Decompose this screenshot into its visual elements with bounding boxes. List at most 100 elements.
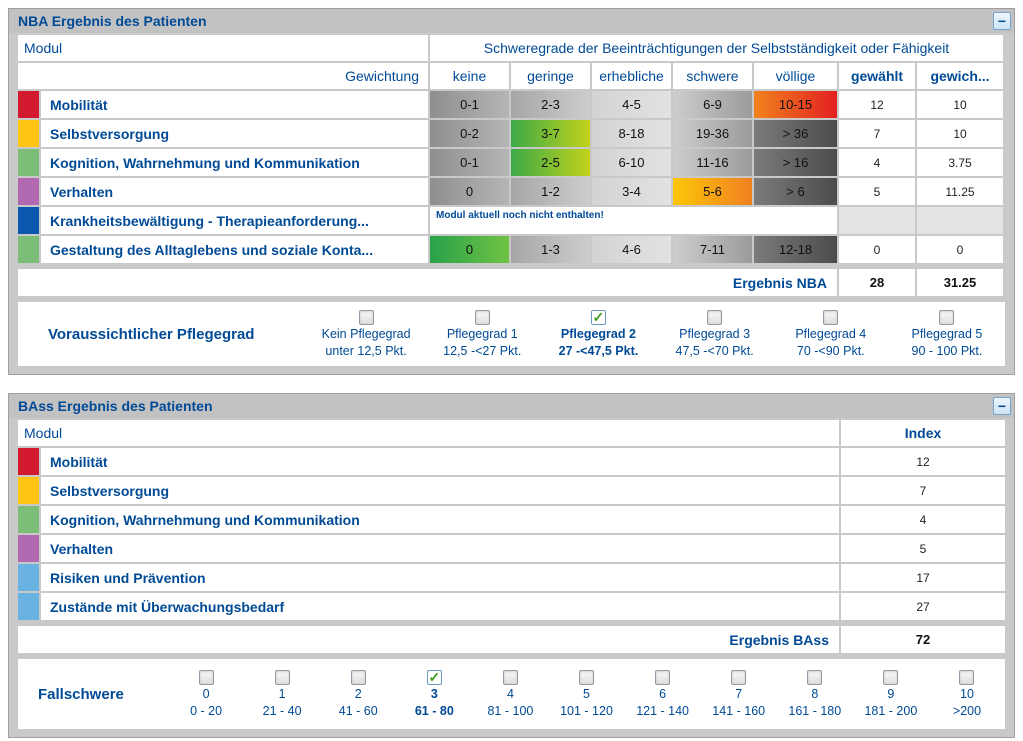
minus-icon: −	[997, 12, 1007, 29]
nba-header-row-1: Modul Schweregrade der Beeinträchtigunge…	[18, 35, 1005, 61]
nba-col-schwere: schwere	[673, 63, 752, 89]
gewichtet-value: 10	[917, 91, 1003, 118]
nba-col-schweregrade: Schweregrade der Beeinträchtigungen der …	[430, 35, 1003, 61]
option-num: 2	[354, 686, 362, 701]
bass-fallschwere-row: Fallschwere 0 0 - 20 1 21 - 40 2	[18, 659, 1005, 729]
module-name: Kognition, Wahrnehmung und Kommunikation	[41, 149, 428, 176]
pflegegrad-1-checkbox[interactable]	[474, 309, 490, 325]
option-num: 9	[887, 686, 895, 701]
fallschwere-7-checkbox[interactable]	[731, 669, 747, 685]
fallschwere-2-checkbox[interactable]	[350, 669, 366, 685]
grade-cell-erhebliche: 4-6	[592, 236, 671, 263]
module-color-swatch	[18, 149, 39, 176]
pflegegrad-2-checkbox[interactable]: ✓	[590, 309, 606, 325]
option-range: 47,5 -<70 Pkt.	[675, 343, 754, 358]
option-range: 12,5 -<27 Pkt.	[443, 343, 522, 358]
grade-cell-geringe: 1-2	[511, 178, 590, 205]
nba-col-gewichtet: gewich...	[917, 63, 1003, 89]
module-name: Krankheitsbewältigung - Therapieanforder…	[41, 207, 428, 234]
bass-row-kognition: Kognition, Wahrnehmung und Kommunikation…	[18, 506, 1005, 533]
nba-table: Modul Schweregrade der Beeinträchtigunge…	[9, 33, 1014, 374]
grade-cell-geringe: 1-3	[511, 236, 590, 263]
grade-cell-keine: 0-2	[430, 120, 509, 147]
fallschwere-option-8: 8 161 - 180	[777, 669, 853, 719]
grade-cell-erhebliche: 3-4	[592, 178, 671, 205]
option-label: Pflegegrad 1	[446, 326, 518, 341]
bass-row-risiken: Risiken und Prävention 17	[18, 564, 1005, 591]
bass-row-mobilitaet: Mobilität 12	[18, 448, 1005, 475]
fallschwere-1-checkbox[interactable]	[274, 669, 290, 685]
index-value: 7	[841, 477, 1005, 504]
nba-row-gestaltung: Gestaltung des Alltaglebens und soziale …	[18, 236, 1005, 263]
grade-cell-schwere-selected: 5-6	[673, 178, 752, 205]
fallschwere-3-checkbox[interactable]: ✓	[426, 669, 442, 685]
pflegegrad-kein-checkbox[interactable]	[358, 309, 374, 325]
pflegegrad-4-checkbox[interactable]	[823, 309, 839, 325]
option-range: 0 - 20	[190, 703, 223, 718]
grade-cell-voellige: > 6	[754, 178, 837, 205]
nba-result-gewichtet: 31.25	[917, 269, 1003, 296]
grade-cell-geringe-selected: 2-5	[511, 149, 590, 176]
fallschwere-options: 0 0 - 20 1 21 - 40 2 41 - 60	[168, 669, 1005, 719]
gewaehlt-value: 0	[839, 236, 915, 263]
option-label: Pflegegrad 3	[679, 326, 751, 341]
nba-header-row-2: Gewichtung keine geringe erhebliche schw…	[18, 63, 1005, 89]
option-range: unter 12,5 Pkt.	[325, 343, 407, 358]
fallschwere-10-checkbox[interactable]	[959, 669, 975, 685]
bass-header-row: Modul Index	[18, 420, 1005, 446]
module-color-swatch	[18, 535, 39, 562]
index-value: 17	[841, 564, 1005, 591]
option-label: Pflegegrad 4	[795, 326, 867, 341]
fallschwere-label: Fallschwere	[38, 685, 124, 703]
gewaehlt-value: 12	[839, 91, 915, 118]
nba-result-row: Ergebnis NBA 28 31.25	[18, 269, 1005, 296]
fallschwere-6-checkbox[interactable]	[655, 669, 671, 685]
nba-row-verhalten: Verhalten 0 1-2 3-4 5-6 > 6 5 11.25	[18, 178, 1005, 205]
nba-row-kognition: Kognition, Wahrnehmung und Kommunikation…	[18, 149, 1005, 176]
option-range: >200	[952, 703, 982, 718]
module-name: Zustände mit Überwachungsbedarf	[41, 593, 839, 620]
module-name: Selbstversorgung	[41, 477, 839, 504]
module-color-swatch	[18, 593, 39, 620]
bass-collapse-button[interactable]: −	[993, 397, 1011, 415]
fallschwere-option-0: 0 0 - 20	[168, 669, 244, 719]
gewaehlt-value: 4	[839, 149, 915, 176]
module-name: Gestaltung des Alltaglebens und soziale …	[41, 236, 428, 263]
gewaehlt-value: 5	[839, 178, 915, 205]
option-range: 41 - 60	[338, 703, 378, 718]
fallschwere-4-checkbox[interactable]	[502, 669, 518, 685]
nba-collapse-button[interactable]: −	[993, 12, 1011, 30]
pflegegrad-3-checkbox[interactable]	[707, 309, 723, 325]
nba-titlebar: NBA Ergebnis des Patienten −	[9, 9, 1014, 33]
fallschwere-9-checkbox[interactable]	[883, 669, 899, 685]
option-range: 181 - 200	[864, 703, 918, 718]
nba-col-voellige: völlige	[754, 63, 837, 89]
pflegegrad-5-checkbox[interactable]	[939, 309, 955, 325]
fallschwere-option-6: 6 121 - 140	[625, 669, 701, 719]
pflegegrad-option-1: Pflegegrad 1 12,5 -<27 Pkt.	[424, 309, 540, 359]
bass-table: Modul Index Mobilität 12 Selbstversorgun…	[9, 418, 1014, 737]
grade-cell-keine: 0	[430, 178, 509, 205]
bass-result-index: 72	[841, 626, 1005, 653]
option-num: 3	[430, 686, 438, 701]
fallschwere-option-10: 10 >200	[929, 669, 1005, 719]
option-range: 61 - 80	[414, 703, 454, 718]
index-value: 12	[841, 448, 1005, 475]
option-range: 141 - 160	[712, 703, 766, 718]
fallschwere-option-4: 4 81 - 100	[472, 669, 548, 719]
gewichtet-value-disabled	[917, 207, 1003, 234]
grade-cell-geringe-selected: 3-7	[511, 120, 590, 147]
nba-col-gewichtung: Gewichtung	[18, 63, 428, 89]
option-num: 0	[202, 686, 210, 701]
bass-panel-title: BAss Ergebnis des Patienten	[18, 398, 213, 414]
grade-cell-schwere: 7-11	[673, 236, 752, 263]
nba-row-mobilitaet: Mobilität 0-1 2-3 4-5 6-9 10-15 12 10	[18, 91, 1005, 118]
fallschwere-0-checkbox[interactable]	[198, 669, 214, 685]
nba-panel-title: NBA Ergebnis des Patienten	[18, 13, 207, 29]
option-range: 21 - 40	[262, 703, 302, 718]
fallschwere-5-checkbox[interactable]	[579, 669, 595, 685]
fallschwere-8-checkbox[interactable]	[807, 669, 823, 685]
nba-result-gewaehlt: 28	[839, 269, 915, 296]
index-value: 4	[841, 506, 1005, 533]
